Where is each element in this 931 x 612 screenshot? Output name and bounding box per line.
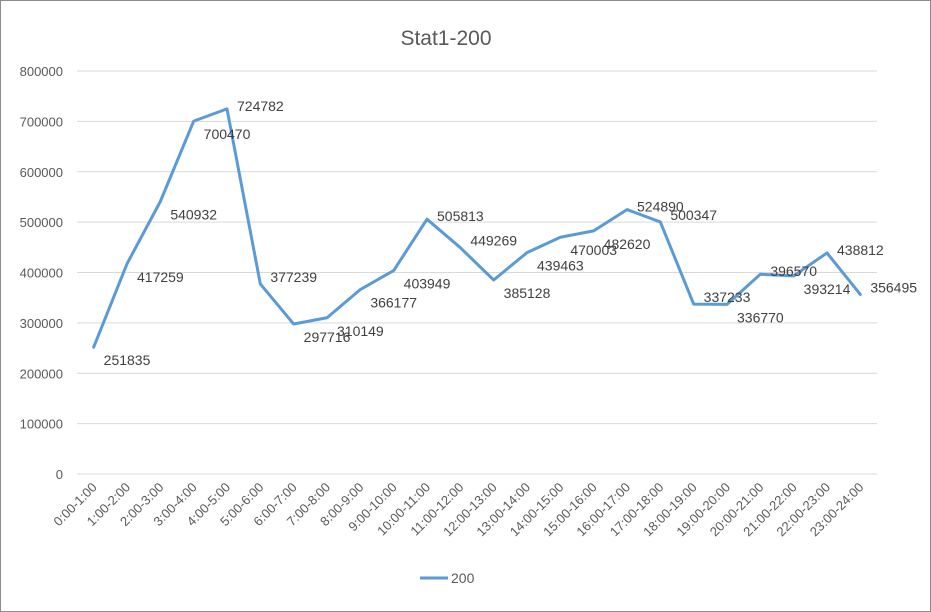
legend-label-200: 200 bbox=[451, 570, 475, 586]
data-label: 366177 bbox=[370, 295, 417, 311]
data-label: 700470 bbox=[204, 126, 251, 142]
data-label: 385128 bbox=[504, 285, 551, 301]
y-tick-label: 700000 bbox=[20, 114, 63, 129]
data-label: 449269 bbox=[470, 233, 517, 249]
data-label: 540932 bbox=[170, 207, 217, 223]
y-tick-label: 100000 bbox=[20, 417, 63, 432]
y-tick-label: 600000 bbox=[20, 165, 63, 180]
data-label: 336770 bbox=[737, 309, 784, 325]
data-label: 310149 bbox=[337, 323, 384, 339]
y-tick-label: 400000 bbox=[20, 266, 63, 281]
data-label: 500347 bbox=[670, 207, 717, 223]
y-tick-label: 200000 bbox=[20, 366, 63, 381]
data-label: 297716 bbox=[304, 329, 351, 345]
data-label: 439463 bbox=[537, 258, 584, 274]
chart-title: Stat1-200 bbox=[400, 27, 491, 50]
data-label: 377239 bbox=[270, 269, 317, 285]
data-label: 524890 bbox=[637, 199, 684, 215]
series-line-200 bbox=[92, 107, 862, 349]
y-tick-label: 0 bbox=[56, 467, 63, 482]
y-tick-label: 300000 bbox=[20, 316, 63, 331]
data-label: 505813 bbox=[437, 208, 484, 224]
data-label: 337233 bbox=[704, 289, 751, 305]
data-label: 251835 bbox=[104, 352, 151, 368]
y-tick-label: 800000 bbox=[20, 64, 63, 79]
data-label: 393214 bbox=[804, 281, 851, 297]
data-label: 470003 bbox=[570, 242, 617, 258]
legend: 200 bbox=[420, 570, 475, 586]
data-label: 724782 bbox=[237, 98, 284, 114]
data-label: 417259 bbox=[137, 269, 184, 285]
data-label: 396570 bbox=[770, 263, 817, 279]
data-label: 438812 bbox=[837, 242, 884, 258]
data-label: 403949 bbox=[404, 276, 451, 292]
data-label: 482620 bbox=[604, 236, 651, 252]
data-label: 356495 bbox=[870, 279, 917, 295]
y-tick-label: 500000 bbox=[20, 215, 63, 230]
